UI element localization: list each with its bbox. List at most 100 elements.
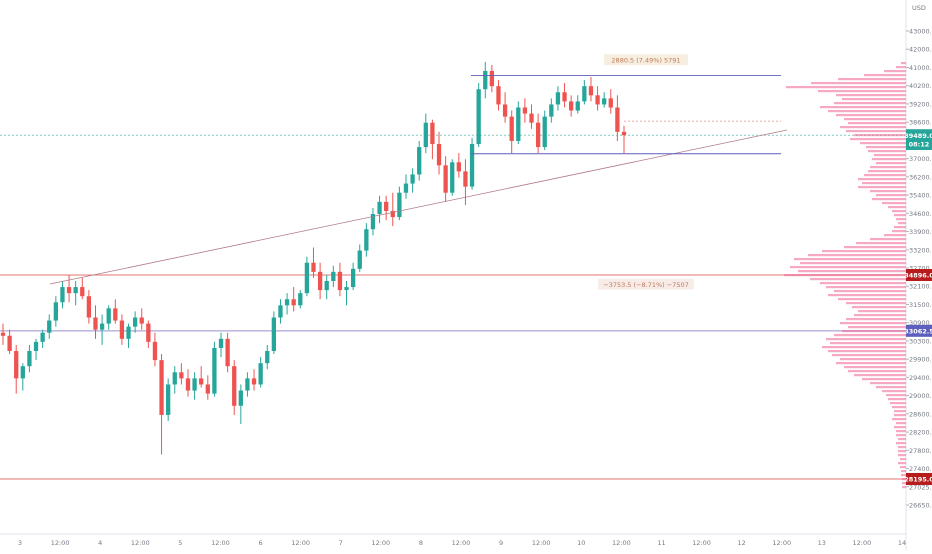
- price-tick-label[interactable]: 42000.0: [909, 46, 932, 54]
- measurement-label[interactable]: 2880.5 (7.49%) 5791: [611, 57, 680, 65]
- candle-bullish[interactable]: [397, 186, 402, 221]
- time-tick-label[interactable]: 10: [577, 539, 585, 547]
- candle-bullish[interactable]: [417, 140, 422, 181]
- candle-bullish[interactable]: [370, 207, 376, 236]
- candle-bearish[interactable]: [291, 287, 296, 312]
- candle-bearish[interactable]: [562, 83, 567, 108]
- candle-bearish[interactable]: [113, 299, 118, 324]
- currency-label[interactable]: USD: [912, 4, 926, 12]
- candle-bullish[interactable]: [298, 290, 303, 309]
- candle-bearish[interactable]: [139, 308, 144, 330]
- candle-bearish[interactable]: [159, 354, 164, 455]
- candle-bearish[interactable]: [14, 344, 19, 394]
- candle-bearish[interactable]: [0, 323, 6, 345]
- candle-bullish[interactable]: [99, 314, 105, 345]
- time-tick-label[interactable]: 8: [419, 539, 423, 547]
- candle-bullish[interactable]: [245, 372, 250, 397]
- candle-bullish[interactable]: [542, 110, 547, 151]
- candle-bearish[interactable]: [535, 113, 541, 154]
- candle-bearish[interactable]: [529, 104, 534, 129]
- price-tick-label[interactable]: 40200.0: [909, 82, 932, 90]
- price-tick-label[interactable]: 41000.0: [909, 64, 932, 72]
- candle-bullish[interactable]: [284, 293, 290, 315]
- price-tick-label[interactable]: 29900.0: [909, 356, 932, 364]
- candle-bullish[interactable]: [483, 61, 488, 99]
- candle-bearish[interactable]: [7, 329, 12, 355]
- candle-bearish[interactable]: [317, 262, 323, 300]
- candle-bearish[interactable]: [179, 363, 184, 385]
- candle-bearish[interactable]: [509, 110, 514, 154]
- time-axis[interactable]: 3 12:00 4 12:00 5 12:00 6 12:00 7 12:00 8 12:00 9 12:…: [18, 539, 906, 547]
- price-tick-label[interactable]: 27400.0: [909, 465, 932, 473]
- candle-bearish[interactable]: [443, 156, 448, 202]
- time-tick-label[interactable]: 4: [98, 539, 102, 547]
- candle-bullish[interactable]: [602, 92, 607, 108]
- candle-bullish[interactable]: [218, 332, 224, 358]
- price-tick-label[interactable]: 27025.0: [909, 483, 932, 491]
- trend-line[interactable]: [49, 129, 788, 285]
- candle-bullish[interactable]: [27, 344, 32, 373]
- price-axis[interactable]: 43000.0 42000.0 41000.0 40200.0 39200.0 38600…: [906, 28, 932, 510]
- candle-bullish[interactable]: [73, 280, 78, 306]
- time-tick-label[interactable]: 12:00: [772, 539, 791, 547]
- candle-bearish[interactable]: [496, 80, 501, 111]
- price-tick-label[interactable]: 26650.0: [909, 502, 932, 510]
- candle-bullish[interactable]: [53, 296, 58, 327]
- candle-bullish[interactable]: [423, 113, 428, 154]
- candle-bearish[interactable]: [337, 262, 343, 297]
- candle-bullish[interactable]: [265, 344, 270, 370]
- candle-bearish[interactable]: [621, 125, 627, 154]
- candle-bullish[interactable]: [126, 323, 131, 348]
- time-tick-label[interactable]: 6: [258, 539, 262, 547]
- candle-bearish[interactable]: [595, 86, 600, 111]
- candle-bearish[interactable]: [232, 360, 237, 415]
- candle-bearish[interactable]: [384, 195, 389, 221]
- candle-bullish[interactable]: [476, 83, 481, 148]
- candle-bullish[interactable]: [403, 174, 409, 199]
- time-tick-label[interactable]: 12:00: [692, 539, 711, 547]
- candle-bearish[interactable]: [436, 131, 442, 175]
- time-tick-label[interactable]: 14: [898, 539, 906, 547]
- price-tick-label[interactable]: 32700.0: [909, 265, 932, 273]
- price-tick-label[interactable]: 43000.0: [909, 28, 932, 36]
- candle-bullish[interactable]: [469, 137, 475, 190]
- price-tick-label[interactable]: 29000.0: [909, 392, 932, 400]
- time-tick-label[interactable]: 11: [657, 539, 665, 547]
- candle-bullish[interactable]: [33, 338, 39, 361]
- candle-bullish[interactable]: [582, 80, 587, 105]
- candle-bullish[interactable]: [364, 223, 369, 257]
- candle-bearish[interactable]: [119, 314, 125, 345]
- candle-bullish[interactable]: [450, 159, 455, 196]
- candle-bearish[interactable]: [615, 95, 620, 141]
- candle-bullish[interactable]: [258, 357, 263, 388]
- candle-bearish[interactable]: [569, 95, 574, 117]
- candle-bullish[interactable]: [238, 384, 243, 425]
- price-tick-label[interactable]: 31500.0: [909, 301, 932, 309]
- candle-bearish[interactable]: [390, 192, 395, 227]
- candle-bullish[interactable]: [324, 274, 329, 300]
- candle-bearish[interactable]: [311, 247, 316, 278]
- price-tick-label[interactable]: 29400.0: [909, 374, 932, 382]
- price-tick-label[interactable]: 30900.0: [909, 319, 932, 327]
- candle-bearish[interactable]: [489, 64, 495, 93]
- candle-bullish[interactable]: [271, 311, 277, 355]
- candle-bearish[interactable]: [205, 375, 210, 400]
- price-tick-label[interactable]: 28600.0: [909, 410, 932, 418]
- candle-bullish[interactable]: [20, 363, 25, 391]
- candle-bearish[interactable]: [80, 277, 85, 300]
- candle-bullish[interactable]: [172, 366, 177, 394]
- price-tick-label[interactable]: 30300.0: [909, 337, 932, 345]
- drawings[interactable]: 2880.5 (7.49%) 5791 −3753.5 (−8.71%) −750…: [49, 54, 788, 290]
- time-tick-label[interactable]: 5: [178, 539, 182, 547]
- candle-bullish[interactable]: [377, 195, 382, 224]
- candle-bullish[interactable]: [304, 256, 310, 297]
- candle-bearish[interactable]: [430, 119, 435, 160]
- candle-bearish[interactable]: [456, 153, 461, 178]
- candle-bullish[interactable]: [344, 280, 349, 306]
- price-tick-label[interactable]: 39200.0: [909, 100, 932, 108]
- candle-bullish[interactable]: [549, 98, 554, 123]
- time-tick-label[interactable]: 9: [499, 539, 503, 547]
- candle-bullish[interactable]: [40, 329, 45, 348]
- candle-bearish[interactable]: [251, 369, 257, 391]
